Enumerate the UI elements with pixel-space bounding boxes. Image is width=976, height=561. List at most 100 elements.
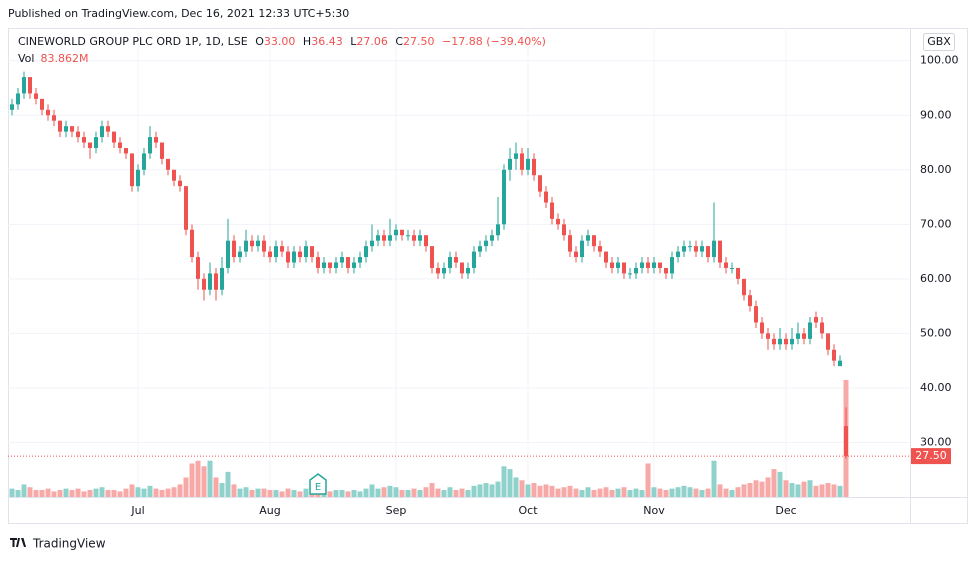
volume-bar bbox=[201, 466, 207, 497]
candle-body bbox=[340, 257, 344, 263]
candle-body bbox=[148, 137, 152, 154]
volume-bar bbox=[549, 485, 555, 497]
volume-bar bbox=[753, 480, 759, 497]
candle-body bbox=[634, 267, 638, 274]
candle-body bbox=[730, 267, 734, 269]
volume-bar bbox=[657, 488, 663, 497]
candle-body bbox=[280, 246, 284, 252]
volume-bar bbox=[651, 487, 657, 497]
candle-body bbox=[64, 126, 68, 132]
candle-body bbox=[736, 267, 740, 279]
candle-body bbox=[598, 246, 602, 252]
candle-body bbox=[208, 273, 212, 290]
candle-body bbox=[214, 273, 218, 290]
volume-bar bbox=[147, 485, 153, 497]
volume-bar bbox=[357, 491, 363, 497]
candle-body bbox=[226, 240, 230, 268]
volume-bar bbox=[723, 488, 729, 497]
candle-body bbox=[778, 338, 782, 345]
volume-bar bbox=[531, 483, 537, 497]
volume-bar bbox=[609, 490, 615, 497]
volume-bar bbox=[555, 488, 561, 497]
candle-body bbox=[118, 142, 122, 148]
volume-bar bbox=[105, 490, 111, 497]
candle-body bbox=[178, 180, 182, 187]
high-value: 36.43 bbox=[311, 35, 343, 48]
volume-bar bbox=[159, 490, 165, 497]
candle-body bbox=[796, 333, 800, 339]
candle-body bbox=[442, 267, 446, 274]
candle-body bbox=[670, 257, 674, 274]
volume-bar bbox=[171, 487, 177, 497]
volume-bar bbox=[51, 491, 57, 497]
x-tick-label: Sep bbox=[386, 504, 407, 517]
volume-bar bbox=[81, 491, 87, 497]
candle-body bbox=[472, 251, 476, 268]
volume-bar bbox=[501, 466, 507, 497]
candle-body bbox=[652, 262, 656, 268]
volume-bar bbox=[597, 488, 603, 497]
candle-body bbox=[628, 273, 632, 275]
volume-bar bbox=[741, 484, 747, 497]
candle-body bbox=[760, 322, 764, 334]
volume-bar bbox=[411, 488, 417, 497]
volume-key: Vol bbox=[18, 52, 34, 65]
candle-body bbox=[538, 175, 542, 192]
candle-body bbox=[94, 137, 98, 148]
volume-bar bbox=[783, 480, 789, 497]
change: −17.88 (−39.40%) bbox=[442, 35, 546, 48]
volume-bar bbox=[573, 488, 579, 497]
candle-body bbox=[202, 278, 206, 290]
candle-body bbox=[76, 131, 80, 138]
candle-body bbox=[682, 246, 686, 252]
volume-bar bbox=[393, 487, 399, 497]
volume-bar bbox=[273, 490, 279, 497]
volume-bar bbox=[615, 488, 621, 497]
y-tick-label: 60.00 bbox=[920, 272, 952, 285]
candle-body bbox=[34, 93, 38, 99]
volume-bar bbox=[459, 488, 465, 497]
volume-bar bbox=[405, 490, 411, 497]
volume-bar bbox=[39, 490, 45, 497]
volume-bar bbox=[717, 484, 723, 497]
volume-bar bbox=[681, 485, 687, 497]
candle-body bbox=[484, 240, 488, 247]
last-price-badge bbox=[911, 448, 951, 465]
volume-bar bbox=[519, 480, 525, 497]
currency[interactable]: GBX bbox=[927, 35, 951, 48]
volume-bar bbox=[495, 481, 501, 497]
candle-body bbox=[460, 262, 464, 274]
candle-body bbox=[790, 338, 794, 345]
last-price-label: 27.50 bbox=[915, 449, 947, 462]
candle-body bbox=[820, 322, 824, 334]
candle-body bbox=[388, 235, 392, 241]
volume-bar bbox=[345, 491, 351, 497]
candle-body bbox=[322, 262, 326, 268]
candle-body bbox=[562, 224, 566, 236]
candle-body bbox=[70, 126, 74, 132]
candle-body bbox=[190, 229, 194, 258]
candle-body bbox=[478, 246, 482, 252]
candle-body bbox=[592, 235, 596, 247]
volume-bar bbox=[525, 484, 531, 497]
candle-body bbox=[370, 240, 374, 247]
candle-body bbox=[424, 235, 428, 247]
x-tick-label: Aug bbox=[259, 504, 280, 517]
candle-body bbox=[676, 251, 680, 258]
candle-body bbox=[82, 137, 86, 143]
currency-badge[interactable] bbox=[923, 33, 955, 51]
y-tick-label: 30.00 bbox=[920, 435, 952, 448]
volume-bar bbox=[291, 490, 297, 497]
close-key: C bbox=[395, 35, 403, 48]
candle-body bbox=[232, 240, 236, 258]
volume-bar bbox=[255, 488, 261, 497]
candle-body bbox=[124, 147, 128, 154]
published-note: Published on TradingView.com, Dec 16, 20… bbox=[8, 7, 349, 20]
volume-bar bbox=[267, 490, 273, 497]
plot-area: E bbox=[8, 28, 910, 497]
candle-body bbox=[718, 240, 722, 263]
x-tick-label: Jul bbox=[130, 504, 144, 517]
candle-body bbox=[292, 251, 296, 263]
candle-body bbox=[508, 158, 512, 170]
